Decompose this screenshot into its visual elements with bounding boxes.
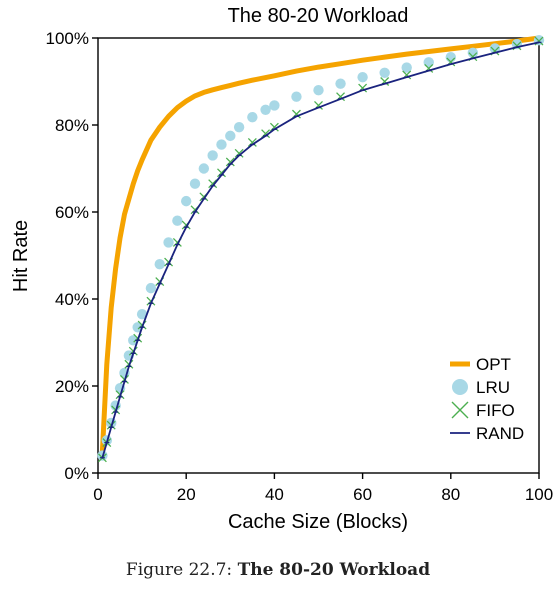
plot-frame [97,37,540,474]
series-line-rand [101,41,540,459]
data-point [269,122,279,132]
legend-label-opt: OPT [476,355,511,374]
legend-label-lru: LRU [476,378,510,397]
legend-label-fifo: FIFO [476,401,515,420]
data-point [291,109,301,119]
data-point [260,104,271,115]
caption-prefix: Figure 22.7: [125,560,238,580]
data-point [225,130,236,142]
data-point [313,85,324,96]
y-tick-label: 60% [55,203,89,222]
series-fifo [97,36,544,463]
series-opt [99,35,542,454]
x-tick-label: 80 [441,485,460,504]
data-point [467,47,479,58]
data-point [207,150,218,161]
data-point [145,282,157,294]
legend: OPT LRU FIFO RAND [450,355,524,443]
x-tick-label: 40 [265,485,284,504]
data-point [154,259,165,270]
data-point [163,237,174,248]
x-tick-label: 0 [93,485,102,504]
data-point [198,163,210,174]
data-point [261,129,271,139]
data-point [225,157,235,167]
y-tick-label: 0% [64,464,89,483]
data-point [423,57,434,68]
x-axis-label: Cache Size (Blocks) [228,511,408,533]
data-point [234,148,244,158]
data-point [379,67,390,79]
chart-title: The 80-20 Workload [228,5,409,27]
data-point [208,179,218,189]
data-point [489,43,501,54]
data-point [217,168,226,178]
x-tick-label: 20 [177,485,196,504]
data-point [233,121,245,133]
legend-swatch-lru [452,379,468,395]
legend-label-rand: RAND [476,424,524,443]
y-tick-label: 40% [55,290,89,309]
series-rand [99,41,542,459]
data-point [445,51,456,63]
series-line-opt [99,35,542,454]
figure-caption: Figure 22.7: The 80-20 Workload [0,560,556,580]
x-tick-label: 100 [525,485,553,504]
data-point [136,309,148,320]
y-axis-label: Hit Rate [10,220,32,292]
caption-title: The 80-20 Workload [237,560,431,580]
y-tick-label: 20% [55,377,89,396]
data-point [172,215,183,226]
data-point [357,71,368,83]
x-tick-label: 60 [353,485,372,504]
legend-swatch-fifo [451,401,469,419]
data-point [181,195,192,207]
data-point [335,78,346,89]
data-point [401,62,412,73]
data-point [247,111,258,123]
data-point [247,137,257,147]
data-point [291,91,302,102]
y-tick-label: 100% [46,29,89,48]
hit-rate-chart: The 80-20 Workload 0 20 40 60 80 100 0% 20% 40% 6… [10,5,554,533]
data-point [269,100,280,111]
data-point [216,139,227,150]
data-point [189,178,201,189]
series-layer [97,34,545,463]
y-tick-label: 80% [55,116,89,135]
axes: 0 20 40 60 80 100 0% 20% 40% 60% 80% 100% [46,29,554,504]
